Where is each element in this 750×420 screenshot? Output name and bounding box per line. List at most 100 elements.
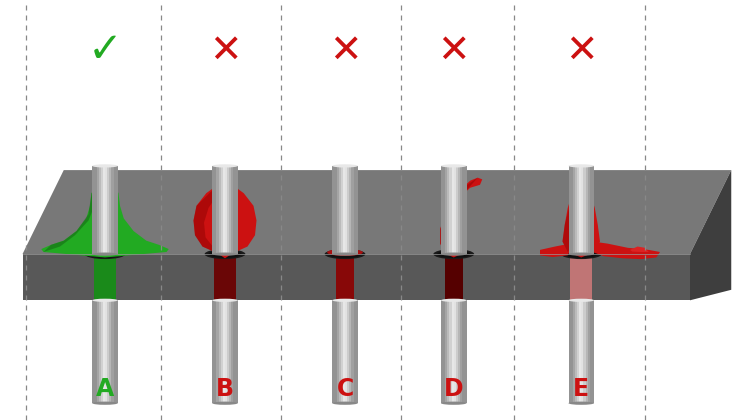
Bar xyxy=(236,166,238,254)
Bar xyxy=(219,300,220,403)
Ellipse shape xyxy=(561,249,602,259)
Bar xyxy=(581,166,584,254)
Polygon shape xyxy=(562,185,600,257)
Ellipse shape xyxy=(91,251,119,257)
Ellipse shape xyxy=(212,402,238,405)
Ellipse shape xyxy=(441,402,466,405)
Bar xyxy=(227,166,230,254)
Bar xyxy=(460,166,462,254)
Ellipse shape xyxy=(212,164,238,168)
Bar xyxy=(220,300,223,403)
Bar xyxy=(231,300,233,403)
Bar xyxy=(443,300,446,403)
Ellipse shape xyxy=(433,249,474,259)
Ellipse shape xyxy=(209,250,242,258)
Ellipse shape xyxy=(92,402,118,405)
Bar xyxy=(107,166,109,254)
Bar xyxy=(105,300,107,403)
Bar xyxy=(592,166,594,254)
Bar xyxy=(586,166,588,254)
Ellipse shape xyxy=(88,250,122,258)
Bar xyxy=(230,300,231,403)
Bar xyxy=(345,300,347,403)
Polygon shape xyxy=(22,254,690,300)
Bar xyxy=(105,166,107,254)
Bar xyxy=(441,300,443,403)
Ellipse shape xyxy=(211,251,239,257)
Bar xyxy=(579,166,581,254)
Polygon shape xyxy=(690,170,731,300)
Ellipse shape xyxy=(441,299,466,302)
Bar xyxy=(231,166,233,254)
Bar xyxy=(103,166,105,254)
Ellipse shape xyxy=(568,402,594,405)
Bar xyxy=(233,166,236,254)
Ellipse shape xyxy=(85,249,125,259)
Ellipse shape xyxy=(441,164,466,168)
Bar xyxy=(339,300,340,403)
Bar xyxy=(577,166,579,254)
Bar xyxy=(579,300,581,403)
Ellipse shape xyxy=(441,252,466,256)
Bar xyxy=(219,166,220,254)
Bar xyxy=(100,166,103,254)
Bar xyxy=(445,254,463,300)
Bar xyxy=(447,166,449,254)
Bar xyxy=(592,300,594,403)
Bar xyxy=(441,166,443,254)
Bar xyxy=(214,254,236,300)
Bar xyxy=(449,166,452,254)
Bar xyxy=(353,300,356,403)
Bar xyxy=(336,254,354,300)
Bar xyxy=(223,300,225,403)
Bar xyxy=(236,300,238,403)
Polygon shape xyxy=(540,244,570,257)
Bar xyxy=(350,300,351,403)
Bar xyxy=(116,166,118,254)
Bar xyxy=(454,166,456,254)
Ellipse shape xyxy=(332,299,358,302)
Bar xyxy=(97,166,99,254)
Bar xyxy=(214,166,217,254)
Bar xyxy=(574,300,577,403)
Ellipse shape xyxy=(565,250,598,258)
Bar xyxy=(92,300,94,403)
Ellipse shape xyxy=(92,299,118,302)
Ellipse shape xyxy=(568,299,594,302)
Bar xyxy=(110,300,111,403)
Bar xyxy=(581,300,584,403)
Bar xyxy=(568,300,571,403)
Bar xyxy=(452,300,454,403)
Bar xyxy=(112,300,113,403)
Bar xyxy=(458,166,460,254)
Bar xyxy=(99,300,100,403)
Ellipse shape xyxy=(568,252,594,256)
Polygon shape xyxy=(22,170,731,254)
Bar xyxy=(350,166,351,254)
Bar xyxy=(456,300,458,403)
Bar xyxy=(343,300,345,403)
Bar xyxy=(345,166,347,254)
Text: ✕: ✕ xyxy=(328,32,362,69)
Bar xyxy=(351,300,353,403)
Polygon shape xyxy=(194,184,225,253)
Bar xyxy=(573,166,574,254)
Polygon shape xyxy=(440,178,478,253)
Bar xyxy=(356,166,358,254)
Bar xyxy=(113,166,116,254)
Text: A: A xyxy=(96,376,114,401)
Bar xyxy=(225,166,227,254)
Bar xyxy=(447,300,449,403)
Ellipse shape xyxy=(332,252,358,256)
Bar xyxy=(588,166,590,254)
Text: C: C xyxy=(336,376,354,401)
Bar xyxy=(339,166,340,254)
Bar xyxy=(337,166,339,254)
Bar xyxy=(230,166,231,254)
Bar xyxy=(214,300,217,403)
Bar xyxy=(464,300,466,403)
Bar xyxy=(462,300,464,403)
Text: ✕: ✕ xyxy=(437,32,470,69)
Bar xyxy=(110,166,111,254)
Bar xyxy=(351,166,353,254)
